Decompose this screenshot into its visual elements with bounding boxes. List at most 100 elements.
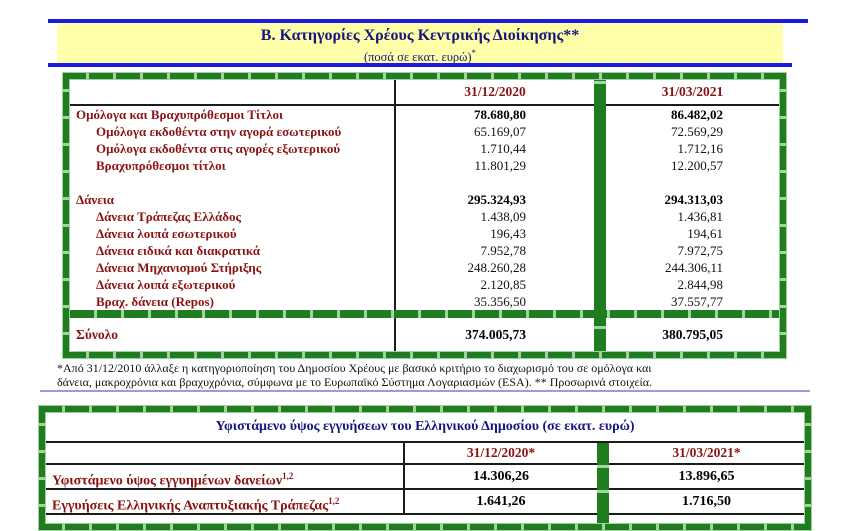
- column-separator-bar: [594, 225, 606, 242]
- guarantees-row-value-2021: 13.896,65: [609, 465, 804, 490]
- debt-table-row: Βραχυπρόθεσμοι τίτλοι 11.801,29 12.200,5…: [70, 157, 779, 174]
- column-separator-bar: [597, 465, 609, 490]
- guarantees-bottom-strip: [46, 515, 804, 523]
- page-title: Β. Κατηγορίες Χρέους Κεντρικής Διοίκησης…: [260, 27, 580, 44]
- strip-empty: [405, 515, 597, 523]
- debt-row-value-2021: [606, 174, 779, 191]
- debt-row-value-2021: 1.436,81: [677, 209, 724, 224]
- guarantees-row-sup: 1,2: [282, 471, 294, 481]
- debt-row-label: Βραχ. δάνεια (Repos): [70, 293, 396, 310]
- top-divider-line: [48, 19, 808, 23]
- debt-table-header-row: 31/12/2020 31/03/2021: [70, 80, 779, 106]
- debt-row-value-2020: 196,43: [490, 226, 526, 241]
- debt-row-label: Ομόλογα και Βραχυπρόθεσμοι Τίτλοι: [70, 106, 396, 123]
- debt-row-label: Δάνεια ειδικά και διακρατικά: [70, 242, 396, 259]
- debt-table-row: Δάνεια ειδικά και διακρατικά 7.952,78 7.…: [70, 242, 779, 259]
- debt-table-row: Ομόλογα και Βραχυπρόθεσμοι Τίτλοι 78.680…: [70, 106, 779, 123]
- column-separator-bar: [594, 174, 606, 191]
- banner-bottom-line: [48, 63, 792, 67]
- debt-table-inner: 31/12/2020 31/03/2021 Ομόλογα και Βραχυπ…: [70, 80, 779, 351]
- column-separator-bar: [594, 318, 606, 351]
- guarantees-table: Υφιστάμενο ύψος εγγυήσεων του Ελληνικού …: [38, 405, 812, 531]
- debt-table-row: Δάνεια Τράπεζας Ελλάδος 1.438,09 1.436,8…: [70, 208, 779, 225]
- debt-row-value-2020: 248.260,28: [467, 260, 527, 275]
- page-subtitle-text: (ποσά σε εκατ. ευρώ): [363, 50, 472, 65]
- guarantees-header-date-2020: 31/12/2020*: [405, 443, 597, 465]
- total-value-2021: 380.795,05: [662, 326, 723, 342]
- debt-row-value-2020: 35.356,50: [474, 294, 526, 309]
- column-separator-bar: [594, 259, 606, 276]
- column-separator-bar: [594, 191, 606, 208]
- debt-row-label: Δάνεια Μηχανισμού Στήριξης: [70, 259, 396, 276]
- column-separator-bar: [594, 208, 606, 225]
- debt-table-row: Δάνεια Μηχανισμού Στήριξης 248.260,28 24…: [70, 259, 779, 276]
- guarantees-row-label-text: Υφιστάμενο ύψος εγγυημένων δανείων: [52, 473, 283, 489]
- total-label: Σύνολο: [70, 318, 396, 351]
- debt-row-value-2021: 12.200,57: [671, 158, 723, 173]
- debt-row-value-2021: 37.557,77: [671, 294, 723, 309]
- column-separator-bar: [594, 293, 606, 310]
- column-separator-bar: [597, 443, 609, 465]
- guarantees-row-label-text: Εγγυήσεις Ελληνικής Αναπτυξιακής Τράπεζα…: [52, 498, 329, 514]
- debt-row-value-2021: 1.712,16: [677, 141, 724, 156]
- total-value-2020: 374.005,73: [465, 326, 526, 342]
- strip-empty: [609, 515, 804, 523]
- column-separator-bar: [594, 242, 606, 259]
- debt-row-value-2021: 7.972,75: [677, 243, 724, 258]
- debt-table-row: Ομόλογα εκδοθέντα στην αγορά εσωτερικού …: [70, 123, 779, 140]
- page-subtitle-asterisk: *: [471, 48, 477, 58]
- debt-header-empty-cell: [70, 80, 396, 106]
- column-separator-bar: [597, 515, 609, 523]
- debt-row-label: Δάνεια λοιπά εσωτερικού: [70, 225, 396, 242]
- footnote: *Από 31/12/2010 άλλαξε η κατηγοριοποίηση…: [57, 361, 777, 389]
- guarantees-header-date-2021: 31/03/2021*: [609, 443, 804, 465]
- guarantees-row-value-2020: 14.306,26: [405, 465, 597, 490]
- debt-row-label: Δάνεια λοιπά εξωτερικού: [70, 276, 396, 293]
- guarantees-header-row: 31/12/2020* 31/03/2021*: [46, 443, 804, 465]
- debt-row-label: [70, 174, 396, 191]
- column-separator-bar: [594, 80, 606, 106]
- debt-table-row: [70, 174, 779, 191]
- debt-row-label: Δάνεια Τράπεζας Ελλάδος: [70, 208, 396, 225]
- guarantees-table-inner: Υφιστάμενο ύψος εγγυήσεων του Ελληνικού …: [46, 413, 804, 523]
- section-divider-line: [40, 390, 810, 392]
- debt-row-label: Δάνεια: [70, 191, 396, 208]
- column-separator-bar: [594, 276, 606, 293]
- debt-header-date-2021: 31/03/2021: [606, 80, 779, 106]
- guarantees-row: Εγγυήσεις Ελληνικής Αναπτυξιακής Τράπεζα…: [46, 490, 804, 515]
- guarantees-row-label: Υφιστάμενο ύψος εγγυημένων δανείων1,2: [46, 465, 405, 490]
- column-separator-bar: [594, 157, 606, 174]
- debt-row-label: Βραχυπρόθεσμοι τίτλοι: [70, 157, 396, 174]
- debt-row-label: Ομόλογα εκδοθέντα στις αγορές εξωτερικού: [70, 140, 396, 157]
- debt-total-row: Σύνολο 374.005,73 380.795,05: [70, 318, 779, 351]
- column-separator-bar: [597, 490, 609, 515]
- debt-table-row: Δάνεια λοιπά εσωτερικού 196,43 194,61: [70, 225, 779, 242]
- footnote-line2: δάνεια, μακροχρόνια και βραχυχρόνια, σύμ…: [57, 374, 653, 389]
- title-banner: Β. Κατηγορίες Χρέους Κεντρικής Διοίκησης…: [57, 23, 783, 64]
- debt-row-value-2021: 72.569,29: [671, 124, 723, 139]
- strip-empty: [46, 515, 405, 523]
- debt-row-value-2020: 1.438,09: [480, 209, 527, 224]
- debt-table-row: Δάνεια 295.324,93 294.313,03: [70, 191, 779, 208]
- debt-header-date-2020: 31/12/2020: [396, 80, 594, 106]
- debt-rows: Ομόλογα και Βραχυπρόθεσμοι Τίτλοι 78.680…: [70, 106, 779, 310]
- debt-row-value-2020: 1.710,44: [480, 141, 527, 156]
- guarantees-header-empty-cell: [46, 443, 405, 465]
- debt-row-value-2021: 294.313,03: [664, 192, 724, 207]
- debt-row-value-2020: 7.952,78: [480, 243, 527, 258]
- guarantees-table-title: Υφιστάμενο ύψος εγγυήσεων του Ελληνικού …: [46, 413, 804, 443]
- debt-row-value-2021: 86.482,02: [671, 107, 723, 122]
- guarantees-row-label: Εγγυήσεις Ελληνικής Αναπτυξιακής Τράπεζα…: [46, 490, 405, 515]
- debt-row-value-2020: 65.169,07: [474, 124, 526, 139]
- footnote-line1: *Από 31/12/2010 άλλαξε η κατηγοριοποίηση…: [57, 361, 652, 375]
- column-separator-bar: [594, 123, 606, 140]
- page-subtitle: (ποσά σε εκατ. ευρώ)*: [57, 46, 783, 64]
- debt-table-row: Βραχ. δάνεια (Repos) 35.356,50 37.557,77: [70, 293, 779, 310]
- debt-row-value-2021: 194,61: [687, 226, 723, 241]
- debt-row-value-2020: [396, 174, 594, 191]
- debt-row-value-2021: 244.306,11: [664, 260, 723, 275]
- debt-row-value-2020: 295.324,93: [467, 192, 527, 207]
- debt-table: 31/12/2020 31/03/2021 Ομόλογα και Βραχυπ…: [62, 72, 787, 359]
- debt-row-value-2020: 11.801,29: [474, 158, 526, 173]
